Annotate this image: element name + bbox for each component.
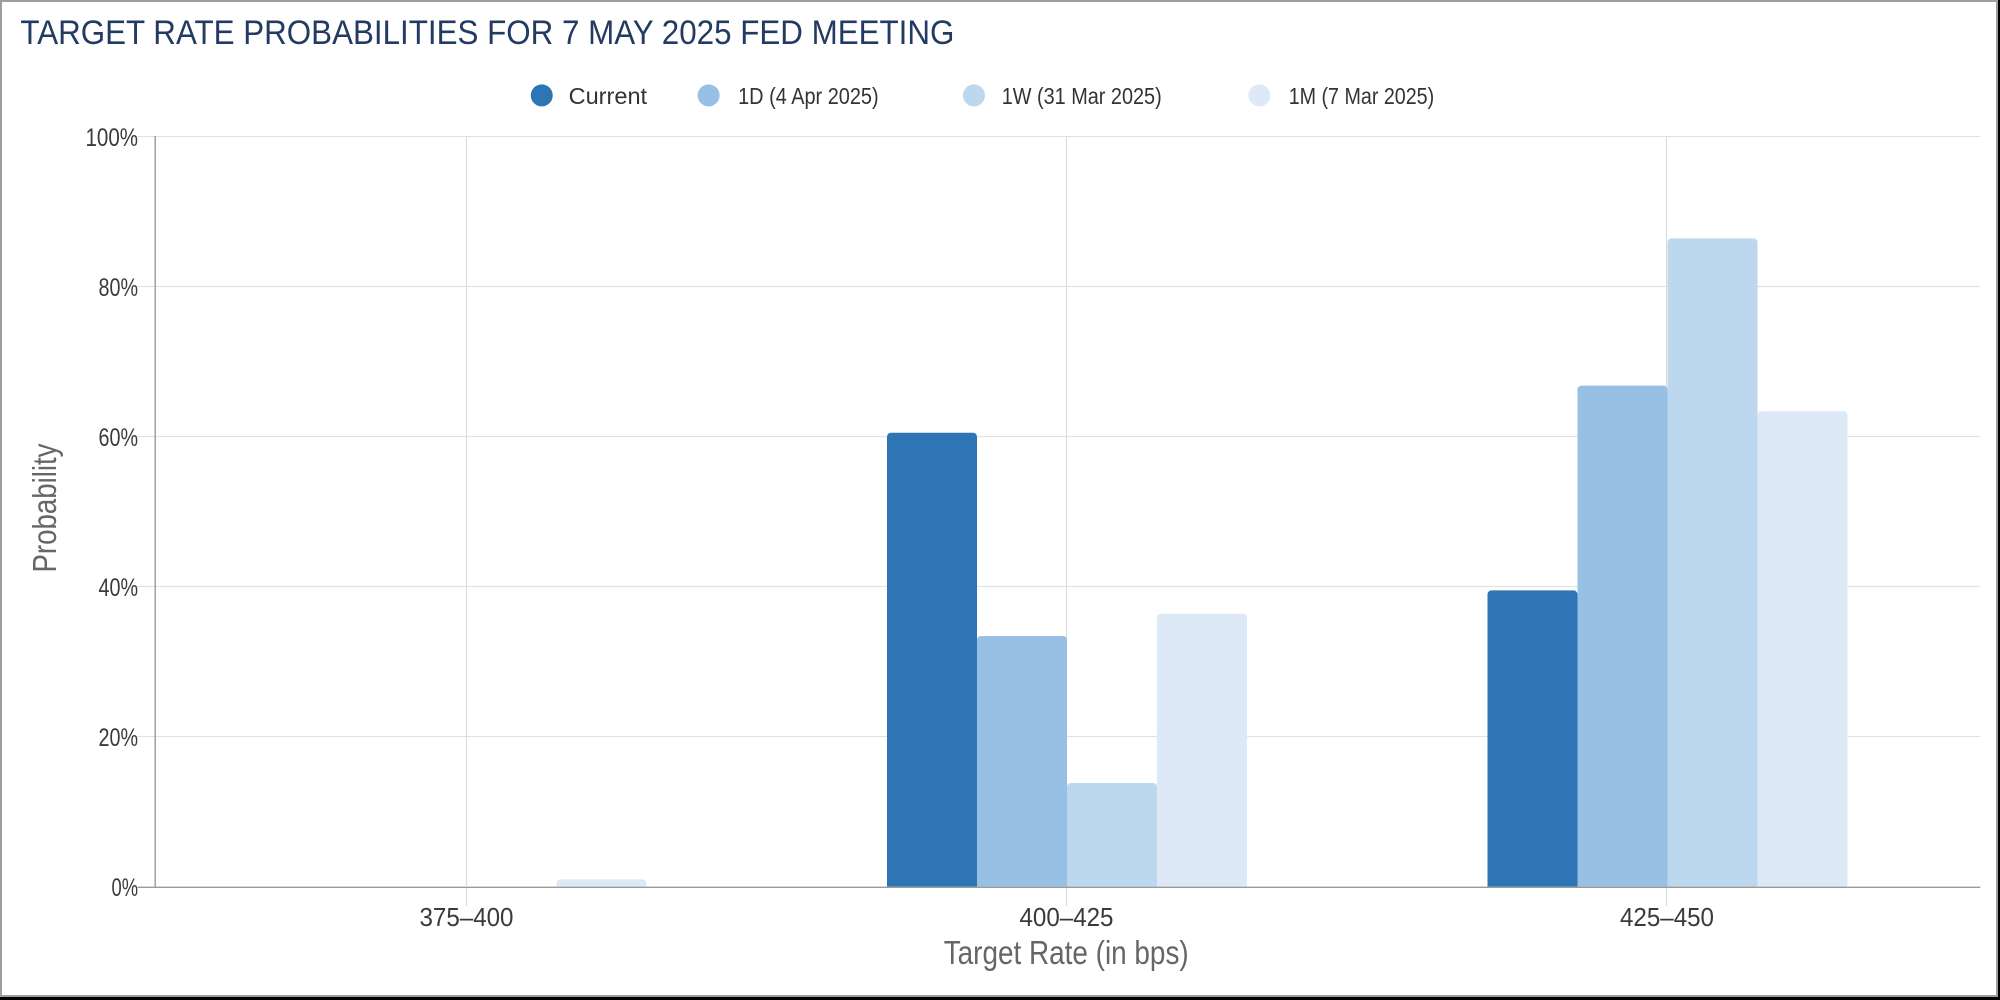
svg-text:100%: 100% <box>86 124 139 152</box>
svg-text:375–400: 375–400 <box>420 902 514 932</box>
svg-text:Probability: Probability <box>26 443 63 572</box>
svg-text:1M (7 Mar 2025): 1M (7 Mar 2025) <box>1289 83 1435 109</box>
svg-text:425–450: 425–450 <box>1620 902 1714 932</box>
svg-text:0%: 0% <box>112 874 139 902</box>
svg-text:20%: 20% <box>99 724 139 752</box>
svg-text:1W (31 Mar 2025): 1W (31 Mar 2025) <box>1002 83 1162 109</box>
svg-text:60%: 60% <box>99 424 139 452</box>
svg-text:Current: Current <box>569 83 648 109</box>
svg-text:1D (4 Apr 2025): 1D (4 Apr 2025) <box>738 83 879 109</box>
svg-text:40%: 40% <box>99 574 139 602</box>
svg-text:80%: 80% <box>99 274 139 302</box>
svg-text:400–425: 400–425 <box>1020 902 1114 932</box>
svg-text:TARGET RATE PROBABILITIES FOR: TARGET RATE PROBABILITIES FOR 7 MAY 2025… <box>20 14 954 52</box>
svg-text:Target Rate (in bps): Target Rate (in bps) <box>944 934 1189 971</box>
